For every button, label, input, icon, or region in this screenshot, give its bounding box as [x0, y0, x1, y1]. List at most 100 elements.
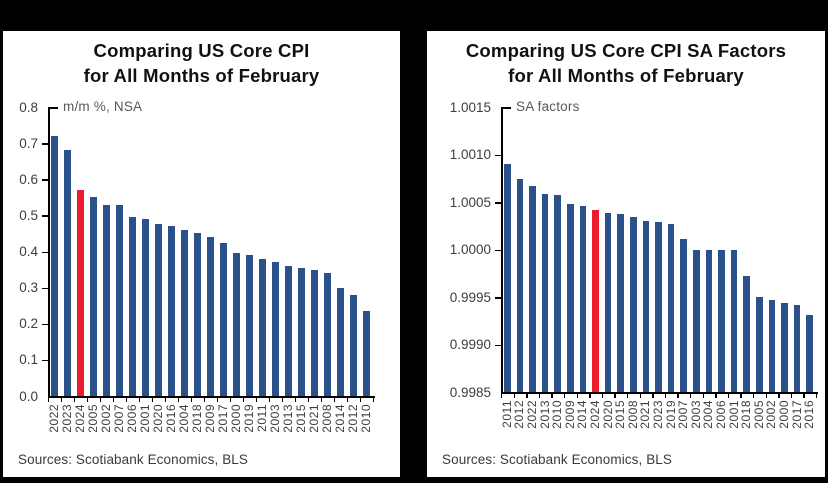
y-axis-tick — [42, 359, 48, 362]
y-axis-tick-label: 0.6 — [19, 171, 38, 187]
bar-2020 — [155, 224, 162, 396]
x-axis-tick — [765, 393, 767, 399]
y-axis-unit-label: m/m %, NSA — [63, 99, 143, 114]
bar-2008 — [630, 217, 637, 392]
y-axis-tick-label: 0.9995 — [449, 289, 491, 305]
x-axis-tick — [677, 393, 679, 399]
bar-2002 — [103, 204, 110, 396]
y-axis-tick-label: 0.8 — [19, 99, 38, 115]
bar-2014 — [337, 287, 344, 396]
bar-2019 — [246, 255, 253, 396]
bar-2017 — [793, 304, 801, 392]
bar-2021 — [642, 221, 650, 392]
bar-2009 — [567, 203, 574, 392]
x-axis-tick — [295, 397, 297, 403]
y-axis-tick-label: 0.3 — [19, 280, 38, 296]
x-axis-tick — [589, 393, 591, 399]
bar-2001 — [730, 249, 738, 392]
y-axis-tick — [495, 249, 501, 251]
bar-2012 — [516, 179, 524, 392]
chart-title-line2: for All Months of February — [508, 65, 744, 86]
y-axis-tick — [42, 251, 48, 253]
x-axis-tick — [538, 393, 541, 399]
x-axis-tick — [664, 393, 667, 399]
x-axis-tick — [308, 397, 310, 403]
x-axis-tick — [652, 393, 654, 399]
bar-2004 — [705, 249, 713, 392]
bar-chart-sa-factors: SA factors 0.9985 0.9990 0.9995 1.0000 1.000… — [427, 31, 825, 477]
bar-2023 — [655, 222, 662, 392]
sources-note: Sources: Scotiabank Economics, BLS — [442, 452, 673, 467]
bar-2024 — [77, 190, 84, 396]
x-axis-tick — [243, 397, 245, 403]
x-axis-tick — [576, 393, 578, 399]
x-axis-line — [48, 396, 375, 398]
bar-2000 — [233, 253, 240, 396]
bar-2001 — [142, 219, 149, 396]
y-axis-tick-label: 1.0000 — [449, 242, 491, 257]
x-axis-tick — [139, 397, 141, 403]
bar-2021 — [311, 269, 318, 396]
x-axis-tick — [740, 393, 742, 399]
y-axis-tick — [42, 215, 48, 217]
x-axis-label-2010: 2010 — [359, 404, 373, 433]
x-axis-tick — [217, 397, 219, 403]
bar-2016 — [806, 315, 813, 392]
x-axis-tick — [61, 397, 63, 403]
bar-2022 — [529, 185, 536, 392]
x-axis-tick — [803, 393, 805, 399]
x-axis-tick — [256, 397, 258, 403]
bar-2002 — [768, 299, 776, 392]
bar-2006 — [718, 249, 725, 392]
x-axis-tick — [513, 393, 515, 399]
chart-panel-nsa: Comparing US Core CPI for All Months of … — [3, 31, 400, 477]
y-axis-tick-label: 0.9990 — [449, 337, 491, 352]
x-axis-tick — [690, 393, 692, 399]
sources-note: Sources: Scotiabank Economics, BLS — [18, 452, 249, 467]
x-axis-tick — [347, 397, 349, 403]
x-axis-tick — [334, 397, 336, 403]
bar-2005 — [90, 197, 97, 396]
x-axis-tick — [627, 393, 629, 399]
y-axis-tick — [42, 323, 48, 326]
x-axis-tick — [48, 397, 50, 403]
y-axis-top-tick — [501, 107, 511, 109]
x-axis-tick — [360, 397, 362, 403]
x-axis-tick — [526, 393, 528, 399]
x-axis-tick — [501, 393, 503, 399]
chart-title-line2: for All Months of February — [83, 65, 320, 86]
x-axis-tick — [790, 393, 793, 399]
y-axis-tick-label: 0.9985 — [449, 384, 491, 400]
y-axis-line — [501, 107, 503, 392]
x-axis-tick — [178, 397, 180, 403]
chart-panel-sa-factors: Comparing US Core CPI SA Factors for All… — [427, 31, 825, 477]
bar-2011 — [504, 164, 511, 392]
y-axis-tick-label: 0.0 — [19, 388, 38, 404]
y-axis-tick-label: 1.0015 — [449, 99, 491, 115]
x-axis-tick — [564, 393, 566, 399]
y-axis-tick-label: 0.2 — [19, 316, 38, 332]
bar-2010 — [554, 195, 561, 392]
x-axis-line — [501, 392, 818, 394]
chart-title: Comparing US Core CPI for All Months of … — [3, 38, 400, 88]
bar-2015 — [617, 214, 624, 392]
bar-2016 — [168, 226, 175, 396]
bar-2004 — [181, 229, 188, 396]
y-axis-tick-label: 0.4 — [19, 244, 38, 259]
chart-title-line1: Comparing US Core CPI — [93, 40, 310, 61]
x-axis-label-2016: 2016 — [802, 400, 817, 429]
bar-2013 — [541, 194, 549, 392]
x-axis-tick — [702, 393, 704, 399]
bar-2007 — [116, 204, 123, 396]
bar-2022 — [51, 135, 58, 396]
x-axis-tick — [113, 397, 115, 403]
y-axis-tick — [42, 179, 48, 181]
chart-title: Comparing US Core CPI SA Factors for All… — [427, 38, 825, 88]
x-axis-tick — [204, 397, 206, 403]
x-axis-tick — [152, 397, 154, 403]
y-axis-tick — [42, 287, 48, 290]
x-axis-tick — [753, 393, 755, 399]
x-axis-tick — [191, 397, 193, 403]
y-axis-tick — [495, 154, 501, 156]
bar-2020 — [604, 213, 612, 392]
